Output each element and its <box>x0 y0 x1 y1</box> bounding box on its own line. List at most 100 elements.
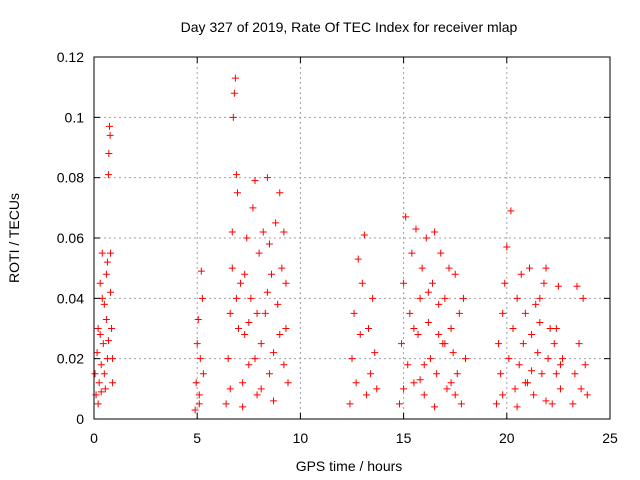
data-point <box>106 131 114 139</box>
data-point <box>228 228 236 236</box>
data-point <box>103 258 111 266</box>
data-point <box>398 340 406 348</box>
data-point <box>540 279 548 287</box>
data-point <box>404 361 412 369</box>
data-point <box>526 264 534 272</box>
data-point <box>505 355 513 363</box>
y-tick-label: 0.12 <box>57 49 84 65</box>
data-point <box>109 379 117 387</box>
data-point <box>257 340 265 348</box>
data-point <box>96 331 104 339</box>
data-point <box>443 385 451 393</box>
data-point <box>365 325 373 332</box>
data-point <box>501 279 509 287</box>
data-point <box>253 391 261 399</box>
data-point <box>107 249 115 257</box>
data-point <box>247 294 255 302</box>
data-point <box>534 349 542 357</box>
data-point <box>197 267 205 275</box>
data-point <box>455 309 463 317</box>
data-point <box>418 264 426 272</box>
data-point <box>536 294 544 302</box>
data-point <box>492 400 500 408</box>
data-point <box>259 228 267 236</box>
x-tick-label: 15 <box>396 430 412 446</box>
data-point <box>571 370 579 378</box>
data-point <box>435 300 443 308</box>
data-point <box>451 391 459 399</box>
data-point <box>195 400 203 408</box>
x-tick-label: 20 <box>499 430 515 446</box>
data-point <box>276 189 284 197</box>
data-point <box>579 294 587 302</box>
data-point <box>257 385 265 393</box>
data-point <box>199 370 207 378</box>
data-point <box>569 400 577 408</box>
x-tick-label: 5 <box>193 430 201 446</box>
data-point <box>263 174 271 182</box>
x-axis-label: GPS time / hours <box>296 458 403 474</box>
y-tick-label: 0.04 <box>57 290 84 306</box>
data-point <box>98 249 106 257</box>
data-point <box>232 171 240 179</box>
data-point <box>552 325 560 332</box>
data-point <box>428 279 436 287</box>
data-point <box>102 315 110 323</box>
data-point <box>550 340 558 348</box>
data-point <box>513 294 521 302</box>
y-tick-label: 0 <box>76 411 84 427</box>
data-point <box>104 171 112 179</box>
data-point <box>435 331 443 339</box>
data-point <box>255 249 263 257</box>
data-point <box>239 403 247 411</box>
data-point <box>406 309 414 317</box>
data-point <box>459 294 467 302</box>
data-point <box>548 400 556 408</box>
data-point <box>193 340 201 348</box>
x-tick-label: 0 <box>90 430 98 446</box>
data-point <box>274 300 282 308</box>
data-point <box>412 225 420 233</box>
data-points <box>91 74 591 414</box>
data-point <box>282 279 290 287</box>
data-point <box>91 370 99 378</box>
data-point <box>556 385 564 393</box>
data-point <box>538 370 546 378</box>
data-point <box>424 318 432 326</box>
data-point <box>265 370 273 378</box>
data-point <box>97 388 105 396</box>
data-point <box>237 279 245 287</box>
data-point <box>276 331 284 339</box>
data-point <box>362 391 370 399</box>
data-point <box>231 74 239 82</box>
data-point <box>499 309 507 317</box>
data-point <box>93 349 101 357</box>
data-point <box>198 294 206 302</box>
data-point <box>554 282 562 290</box>
data-point <box>552 370 560 378</box>
tick-labels: 0 5 10 15 20 25 0 0.02 0.04 0.06 0.08 0.1 0.12 <box>57 49 618 446</box>
data-point <box>573 282 581 290</box>
data-point <box>102 270 110 278</box>
data-point <box>226 309 234 317</box>
data-point <box>104 337 112 345</box>
data-point <box>373 385 381 393</box>
data-point <box>402 213 410 221</box>
data-point <box>451 270 459 278</box>
data-point <box>272 219 280 227</box>
data-point <box>105 150 113 158</box>
data-point <box>556 361 564 369</box>
data-point <box>194 315 202 323</box>
data-point <box>371 349 379 357</box>
data-point <box>546 325 554 332</box>
data-point <box>528 367 536 375</box>
data-point <box>229 113 237 121</box>
data-point <box>224 355 232 363</box>
data-point <box>511 385 519 393</box>
data-point <box>400 279 408 287</box>
x-tick-label: 10 <box>293 430 309 446</box>
data-point <box>581 361 589 369</box>
data-point <box>282 325 290 332</box>
data-point <box>348 355 356 363</box>
data-point <box>431 403 439 411</box>
